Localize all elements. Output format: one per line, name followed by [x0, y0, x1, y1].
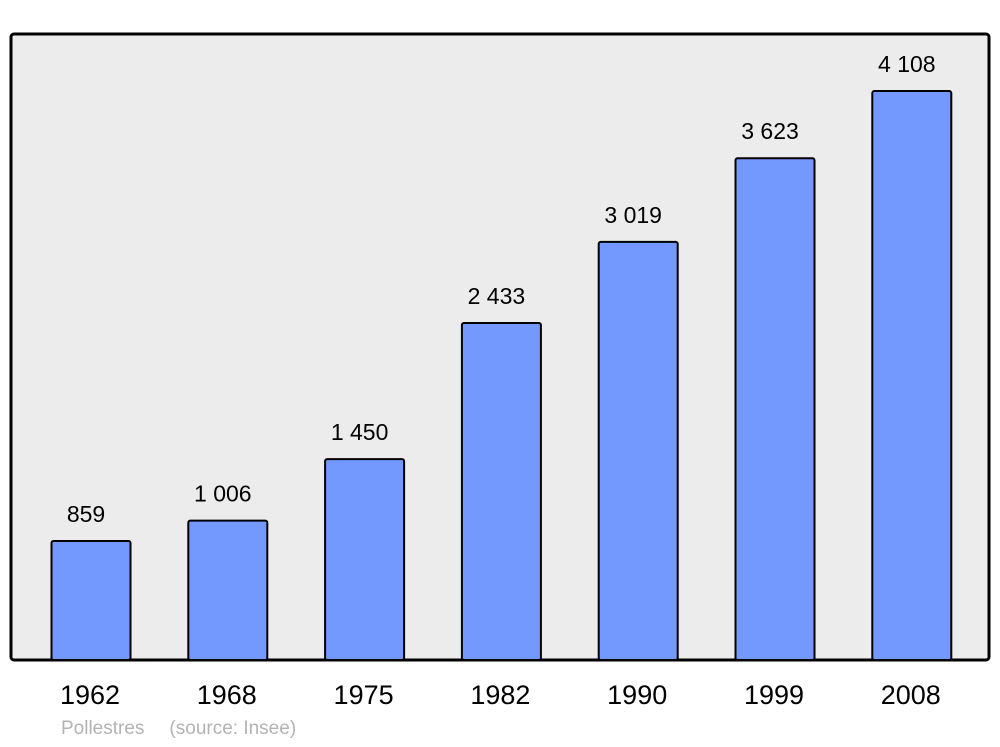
x-tick-label-2008: 2008: [881, 680, 941, 710]
footer-source: (source: Insee): [169, 718, 297, 739]
x-tick-label-1999: 1999: [744, 680, 804, 710]
x-tick-label-1990: 1990: [607, 680, 667, 710]
data-label-1968: 1 006: [194, 481, 252, 507]
data-label-1982: 2 433: [468, 283, 526, 309]
x-tick-label-1975: 1975: [334, 680, 394, 710]
data-label-1999: 3 623: [741, 118, 799, 144]
chart-footer: Pollestres (source: Insee): [61, 718, 321, 740]
x-tick-label-1982: 1982: [470, 680, 530, 710]
x-tick-label-1962: 1962: [60, 680, 120, 710]
data-label-1962: 859: [67, 501, 105, 527]
x-tick-label-1968: 1968: [197, 680, 257, 710]
bar-1990: [597, 240, 679, 661]
data-label-2008: 4 108: [878, 51, 936, 77]
data-label-1975: 1 450: [331, 419, 389, 445]
bar-1975: [324, 458, 406, 662]
bar-1999: [734, 157, 816, 661]
bar-1982: [460, 322, 542, 661]
bar-1962: [50, 540, 132, 661]
bar-2008: [871, 90, 953, 661]
data-label-1990: 3 019: [604, 202, 662, 228]
footer-place: Pollestres: [61, 718, 145, 739]
bar-1968: [187, 519, 269, 662]
